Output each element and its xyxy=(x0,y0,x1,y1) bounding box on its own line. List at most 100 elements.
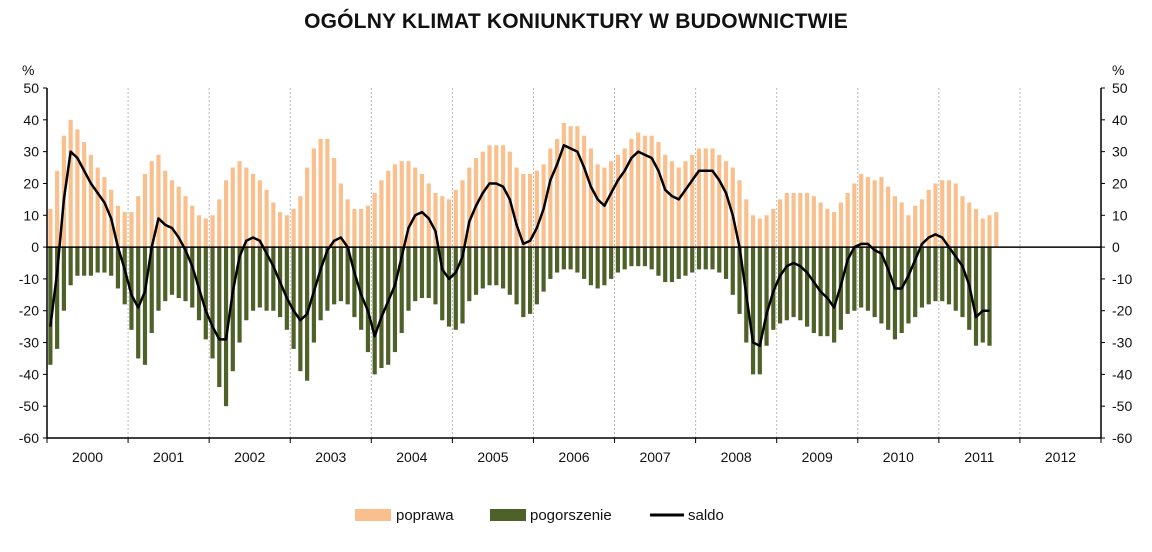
bar-poprawa xyxy=(311,148,316,248)
bar-poprawa xyxy=(892,196,898,248)
bar-poprawa xyxy=(994,212,999,248)
bar-poprawa xyxy=(629,138,634,248)
bar-pogorszenie xyxy=(338,247,343,302)
bar-pogorszenie xyxy=(615,247,621,273)
bar-poprawa xyxy=(190,205,195,248)
y-tick-label-right: -50 xyxy=(1112,398,1132,414)
y-tick-label-right: 10 xyxy=(1112,207,1128,223)
bar-poprawa xyxy=(284,215,289,248)
bar-pogorszenie xyxy=(636,247,641,267)
y-tick-label-right: -10 xyxy=(1112,271,1132,287)
bar-pogorszenie xyxy=(406,247,411,311)
bar-pogorszenie xyxy=(656,247,661,276)
bar-poprawa xyxy=(555,138,560,248)
bar-poprawa xyxy=(399,161,404,248)
bar-poprawa xyxy=(683,161,688,248)
y-tick-label-left: -20 xyxy=(19,303,39,319)
bar-pogorszenie xyxy=(683,247,688,276)
bar-pogorszenie xyxy=(926,247,931,305)
bar-pogorszenie xyxy=(298,247,303,372)
bar-pogorszenie xyxy=(136,247,141,359)
bar-pogorszenie xyxy=(419,247,425,298)
bar-pogorszenie xyxy=(129,247,134,330)
bar-pogorszenie xyxy=(210,247,215,359)
bar-poprawa xyxy=(352,208,357,248)
bar-poprawa xyxy=(859,173,864,248)
bar-poprawa xyxy=(291,208,296,248)
bar-poprawa xyxy=(136,196,141,248)
bar-poprawa xyxy=(845,193,850,248)
bar-poprawa xyxy=(798,193,803,248)
bar-pogorszenie xyxy=(203,247,208,340)
bar-pogorszenie xyxy=(521,247,526,318)
bar-poprawa xyxy=(257,180,262,248)
bar-pogorszenie xyxy=(365,247,371,353)
y-tick-label-left: 30 xyxy=(23,144,39,160)
bar-pogorszenie xyxy=(291,247,296,349)
y-tick-label-left: 40 xyxy=(23,112,39,128)
bar-poprawa xyxy=(372,193,377,248)
bar-pogorszenie xyxy=(737,247,742,314)
bar-pogorszenie xyxy=(899,247,904,333)
bar-poprawa xyxy=(669,161,675,248)
bar-pogorszenie xyxy=(548,247,553,279)
bar-poprawa xyxy=(696,148,702,248)
bar-poprawa xyxy=(730,167,735,248)
bar-pogorszenie xyxy=(176,247,181,298)
bar-poprawa xyxy=(386,170,391,248)
bar-poprawa xyxy=(426,183,431,248)
bar-pogorszenie xyxy=(325,247,330,311)
bar-pogorszenie xyxy=(940,247,945,302)
bar-poprawa xyxy=(561,123,566,248)
x-tick-label: 2002 xyxy=(234,449,265,465)
y-tick-label-left: 50 xyxy=(23,80,39,96)
bar-pogorszenie xyxy=(163,247,168,302)
bar-pogorszenie xyxy=(386,247,391,365)
y-tick-label-left: -40 xyxy=(19,366,39,382)
bar-pogorszenie xyxy=(372,247,377,375)
bar-pogorszenie xyxy=(68,247,73,286)
bar-poprawa xyxy=(825,208,830,248)
bar-pogorszenie xyxy=(865,247,870,311)
y-tick-label-right: 20 xyxy=(1112,175,1128,191)
bar-poprawa xyxy=(602,167,607,248)
x-tick-label: 2007 xyxy=(639,449,670,465)
bar-pogorszenie xyxy=(872,247,877,318)
bar-poprawa xyxy=(568,126,573,248)
bar-pogorszenie xyxy=(88,247,94,276)
bar-pogorszenie xyxy=(946,247,952,305)
bar-pogorszenie xyxy=(696,247,702,270)
bar-poprawa xyxy=(102,177,107,248)
bar-poprawa xyxy=(582,135,587,248)
bar-poprawa xyxy=(237,161,242,248)
bar-poprawa xyxy=(690,154,695,248)
bar-poprawa xyxy=(48,208,53,248)
bar-pogorszenie xyxy=(55,247,60,349)
bar-poprawa xyxy=(250,173,256,248)
bar-poprawa xyxy=(879,177,884,248)
bar-pogorszenie xyxy=(798,247,803,321)
bar-poprawa xyxy=(642,135,648,248)
bar-poprawa xyxy=(811,196,816,248)
bar-pogorszenie xyxy=(852,247,857,311)
bar-poprawa xyxy=(676,167,681,248)
bar-poprawa xyxy=(548,148,553,248)
bar-pogorszenie xyxy=(710,247,715,270)
bar-pogorszenie xyxy=(500,247,506,289)
bar-poprawa xyxy=(467,167,472,248)
bar-pogorszenie xyxy=(582,247,587,279)
line-saldo xyxy=(49,144,990,347)
y-tick-label-right: -20 xyxy=(1112,303,1132,319)
y-tick-label-left: -30 xyxy=(19,335,39,351)
bar-poprawa xyxy=(521,173,526,248)
bar-pogorszenie xyxy=(196,247,202,321)
bar-pogorszenie xyxy=(561,247,566,270)
y-tick-label-right: 50 xyxy=(1112,80,1128,96)
bar-poprawa xyxy=(575,126,580,248)
bar-pogorszenie xyxy=(879,247,884,324)
bar-pogorszenie xyxy=(825,247,830,337)
y-tick-label-left: -50 xyxy=(19,398,39,414)
bar-poprawa xyxy=(622,148,627,248)
bar-pogorszenie xyxy=(244,247,249,321)
bar-pogorszenie xyxy=(602,247,607,286)
